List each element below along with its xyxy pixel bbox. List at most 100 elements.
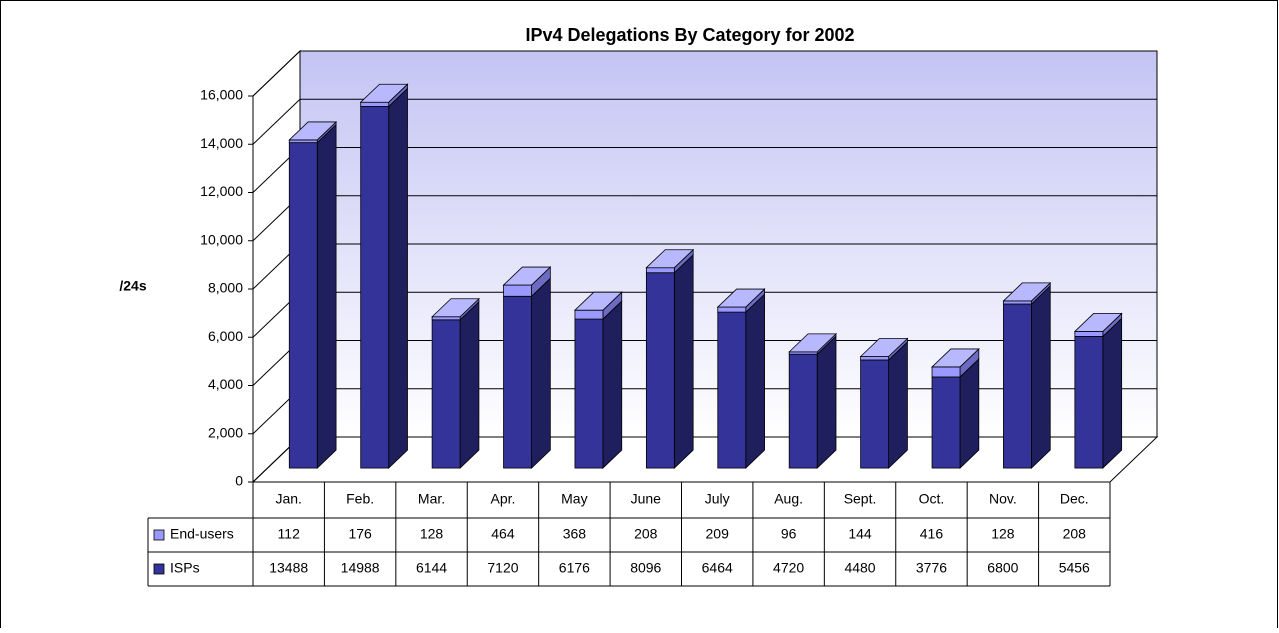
bar-side bbox=[316, 123, 337, 469]
legend-label: End-users bbox=[170, 526, 234, 542]
table-value: 8096 bbox=[630, 560, 661, 576]
bar-top bbox=[359, 83, 409, 103]
table-value: 144 bbox=[848, 526, 872, 542]
bar bbox=[431, 319, 461, 469]
table-value: 6176 bbox=[559, 560, 590, 576]
bar-top bbox=[573, 291, 623, 311]
x-tick-label: Mar. bbox=[418, 491, 445, 507]
table-value: 368 bbox=[563, 526, 587, 542]
y-axis-label: /24s bbox=[119, 278, 146, 294]
bar bbox=[574, 318, 604, 469]
chart-title: IPv4 Delegations By Category for 2002 bbox=[525, 25, 854, 45]
table-value: 128 bbox=[420, 526, 444, 542]
bar-side bbox=[673, 253, 694, 469]
bar-side bbox=[602, 300, 623, 469]
bar-side bbox=[388, 87, 408, 469]
legend-key bbox=[153, 529, 165, 541]
y-tick-label: 6,000 bbox=[208, 328, 243, 344]
table-value: 209 bbox=[706, 526, 730, 542]
x-tick-label: Jan. bbox=[275, 491, 301, 507]
x-tick-label: Feb. bbox=[346, 491, 374, 507]
bar bbox=[360, 106, 390, 469]
x-tick-label: Dec. bbox=[1060, 491, 1089, 507]
bar bbox=[931, 366, 961, 378]
table-value: 6800 bbox=[987, 560, 1018, 576]
x-tick-label: June bbox=[631, 491, 662, 507]
bar-top bbox=[788, 333, 837, 353]
y-tick-label: 12,000 bbox=[200, 183, 243, 199]
bar bbox=[431, 316, 461, 321]
table-value: 6144 bbox=[416, 560, 447, 576]
bar bbox=[860, 356, 890, 361]
table-value: 176 bbox=[348, 526, 372, 542]
bar-top bbox=[931, 348, 980, 368]
bar bbox=[288, 139, 318, 144]
y-tick-label: 16,000 bbox=[200, 87, 243, 103]
grid-line bbox=[252, 50, 301, 97]
grid-line bbox=[252, 98, 301, 145]
bar-side bbox=[959, 358, 980, 469]
bar bbox=[717, 311, 747, 469]
bar-top bbox=[716, 288, 766, 308]
table-value: 3776 bbox=[916, 560, 947, 576]
bar-top bbox=[1002, 282, 1052, 302]
legend-label: ISPs bbox=[170, 560, 200, 576]
bar bbox=[645, 267, 675, 274]
y-tick-label: 8,000 bbox=[208, 280, 243, 296]
table-value: 7120 bbox=[487, 560, 518, 576]
bar bbox=[1074, 336, 1104, 469]
table-value: 4480 bbox=[844, 560, 875, 576]
y-tick-label: 2,000 bbox=[208, 424, 243, 440]
table-value: 5456 bbox=[1059, 560, 1090, 576]
bar bbox=[717, 306, 747, 313]
y-tick-label: 0 bbox=[235, 473, 243, 489]
bar bbox=[1003, 303, 1032, 469]
table-value: 4720 bbox=[773, 560, 804, 576]
bar-side bbox=[816, 335, 837, 469]
x-tick-label: Apr. bbox=[491, 491, 516, 507]
bar bbox=[574, 309, 604, 320]
table-value: 208 bbox=[634, 526, 658, 542]
y-tick-label: 4,000 bbox=[208, 376, 243, 392]
x-tick-label: Oct. bbox=[919, 491, 945, 507]
table-value: 464 bbox=[491, 526, 515, 542]
bar bbox=[360, 101, 390, 107]
x-tick-label: Aug. bbox=[774, 491, 803, 507]
bar bbox=[645, 272, 675, 469]
table-value: 14988 bbox=[341, 560, 380, 576]
x-tick-label: Nov. bbox=[989, 491, 1017, 507]
table-value: 6464 bbox=[702, 560, 733, 576]
table-value: 112 bbox=[278, 526, 301, 542]
bar bbox=[503, 284, 532, 297]
bar bbox=[860, 359, 890, 469]
bar bbox=[1003, 300, 1032, 305]
bar bbox=[788, 353, 818, 469]
bar bbox=[931, 376, 961, 469]
bar-side bbox=[1102, 317, 1123, 469]
bar-top bbox=[502, 266, 552, 286]
bar-side bbox=[459, 300, 480, 469]
bar-side bbox=[888, 341, 908, 469]
bar-side bbox=[531, 277, 551, 469]
table-value: 416 bbox=[920, 526, 944, 542]
bar-top bbox=[1073, 313, 1123, 332]
table-value: 128 bbox=[991, 526, 1015, 542]
bar-top bbox=[288, 121, 338, 141]
bar bbox=[288, 142, 318, 469]
bar-side bbox=[745, 293, 765, 469]
x-tick-label: Sept. bbox=[844, 491, 877, 507]
bar-side bbox=[1031, 285, 1051, 469]
bar-top bbox=[431, 298, 480, 318]
legend-key bbox=[153, 563, 165, 575]
table-value: 96 bbox=[781, 526, 797, 542]
table-value: 13488 bbox=[269, 560, 308, 576]
x-tick-label: July bbox=[705, 491, 730, 507]
bar-top bbox=[859, 338, 909, 357]
bar bbox=[1074, 331, 1104, 337]
y-tick-label: 10,000 bbox=[200, 231, 243, 247]
bar-top bbox=[645, 249, 695, 269]
y-tick-label: 14,000 bbox=[200, 135, 243, 151]
x-tick-label: May bbox=[561, 491, 587, 507]
